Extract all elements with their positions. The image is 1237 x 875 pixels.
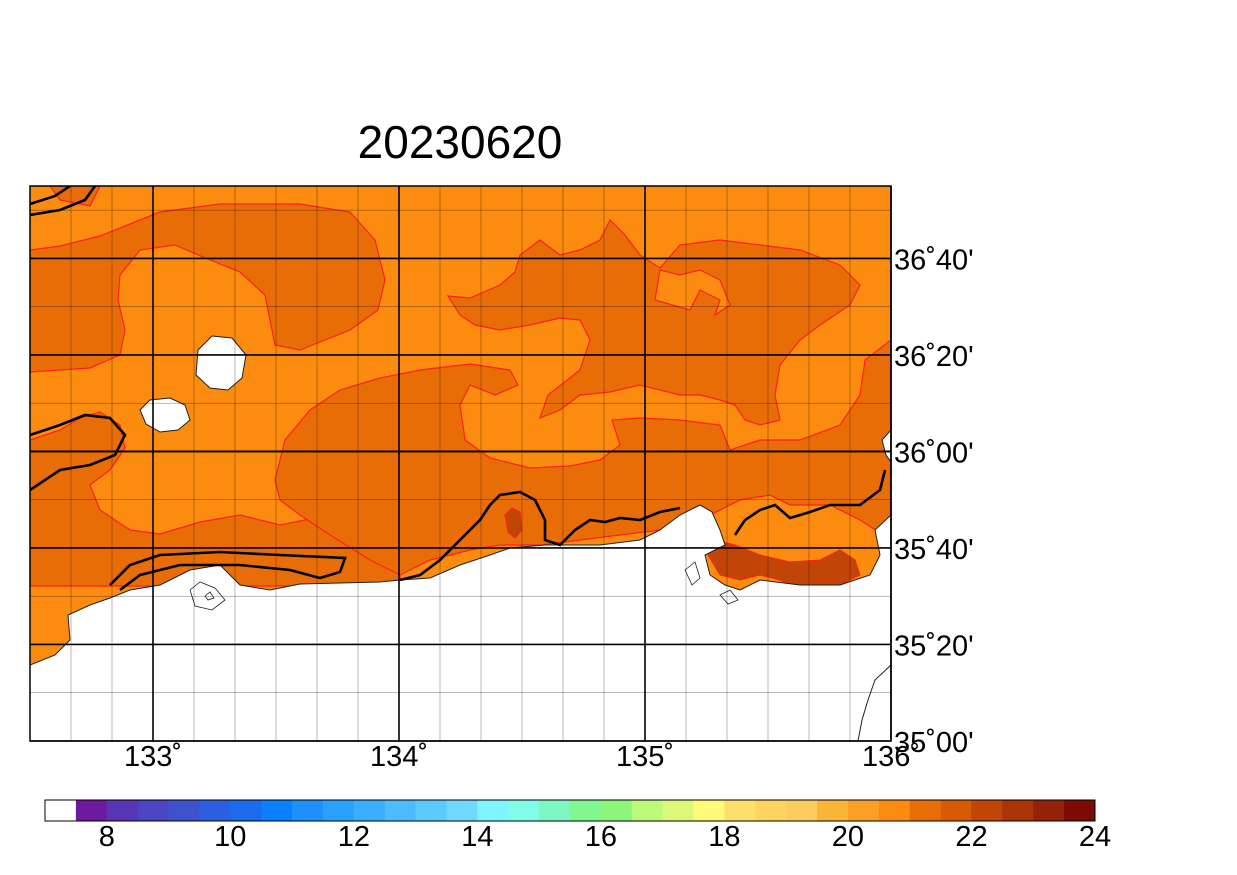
colorbar-swatch — [631, 800, 664, 821]
lat-tick-label: 35˚40' — [894, 534, 974, 566]
colorbar-swatch — [508, 800, 540, 821]
contour-24 — [30, 186, 887, 592]
colorbar-swatch — [199, 800, 231, 821]
colorbar-label: 18 — [708, 821, 740, 853]
colorbar-swatch — [971, 800, 1003, 821]
colorbar-label: 22 — [955, 821, 987, 853]
colorbar-swatch — [940, 800, 972, 821]
lat-tick-label: 35˚20' — [894, 630, 974, 662]
colorbar-swatch — [817, 800, 849, 821]
colorbar-label: 8 — [99, 821, 115, 853]
lon-tick-labels: 133˚ 134˚ 135˚ 136˚ — [124, 741, 920, 773]
map-title: 20230620 — [357, 116, 563, 168]
map-frame — [29, 185, 892, 742]
colorbar-swatch — [600, 800, 633, 821]
colorbar-swatch — [137, 800, 169, 821]
colorbar-swatch — [106, 800, 139, 821]
colorbar-swatch — [662, 800, 694, 821]
colorbar-swatch — [384, 800, 416, 821]
lon-tick-label: 135˚ — [616, 741, 674, 773]
colorbar-swatch — [909, 800, 941, 821]
coast-detail — [189, 561, 739, 611]
colorbar-swatch — [292, 800, 324, 821]
field-region-24-25 — [704, 539, 861, 596]
lat-tick-label: 36˚40' — [894, 244, 974, 276]
colorbar-swatch — [230, 800, 262, 821]
land-mass — [30, 504, 891, 741]
colorbar-swatch — [45, 800, 77, 821]
colorbar-swatch — [724, 800, 756, 821]
colorbar-swatch — [847, 800, 880, 821]
colorbar-swatch — [261, 800, 293, 821]
colorbar-swatch — [1002, 800, 1034, 821]
colorbar-swatch — [477, 800, 509, 821]
colorbar-swatch — [75, 800, 108, 821]
colorbar-swatch — [322, 800, 355, 821]
colorbar-label: 16 — [585, 821, 617, 853]
island — [195, 335, 247, 391]
colorbar-swatch — [570, 800, 602, 821]
colorbar-swatch — [693, 800, 725, 821]
colorbar: 8 10 12 14 16 18 20 22 24 — [44, 799, 1111, 853]
colorbar-label: 12 — [338, 821, 370, 853]
colorbar-outline — [44, 799, 1096, 822]
colorbar-swatch — [353, 800, 386, 821]
peninsula-east — [857, 429, 891, 741]
colorbar-label: 24 — [1079, 821, 1111, 853]
field-region-23-24 — [274, 339, 891, 576]
colorbar-swatch — [1064, 800, 1096, 821]
colorbar-swatch — [878, 800, 911, 821]
colorbar-label: 20 — [832, 821, 864, 853]
colorbar-swatch — [446, 800, 478, 821]
colorbar-swatch — [539, 800, 571, 821]
colorbar-swatch — [168, 800, 200, 821]
colorbar-swatch — [415, 800, 447, 821]
lat-tick-label: 36˚20' — [894, 341, 974, 373]
colorbar-swatch — [786, 800, 818, 821]
lat-tick-label: 36˚00' — [894, 437, 974, 469]
colorbar-label: 10 — [214, 821, 246, 853]
lon-tick-label: 134˚ — [370, 741, 428, 773]
lat-tick-labels: 36˚40' 36˚20' 36˚00' 35˚40' 35˚20' 35˚00' — [894, 244, 974, 759]
lon-tick-label: 136˚ — [862, 741, 920, 773]
colorbar-label: 14 — [461, 821, 493, 853]
colorbar-swatch — [1033, 800, 1065, 821]
graticule — [29, 186, 892, 742]
lat-tick-label: 35˚00' — [894, 727, 974, 759]
lon-tick-label: 133˚ — [124, 741, 182, 773]
colorbar-swatch — [755, 800, 787, 821]
